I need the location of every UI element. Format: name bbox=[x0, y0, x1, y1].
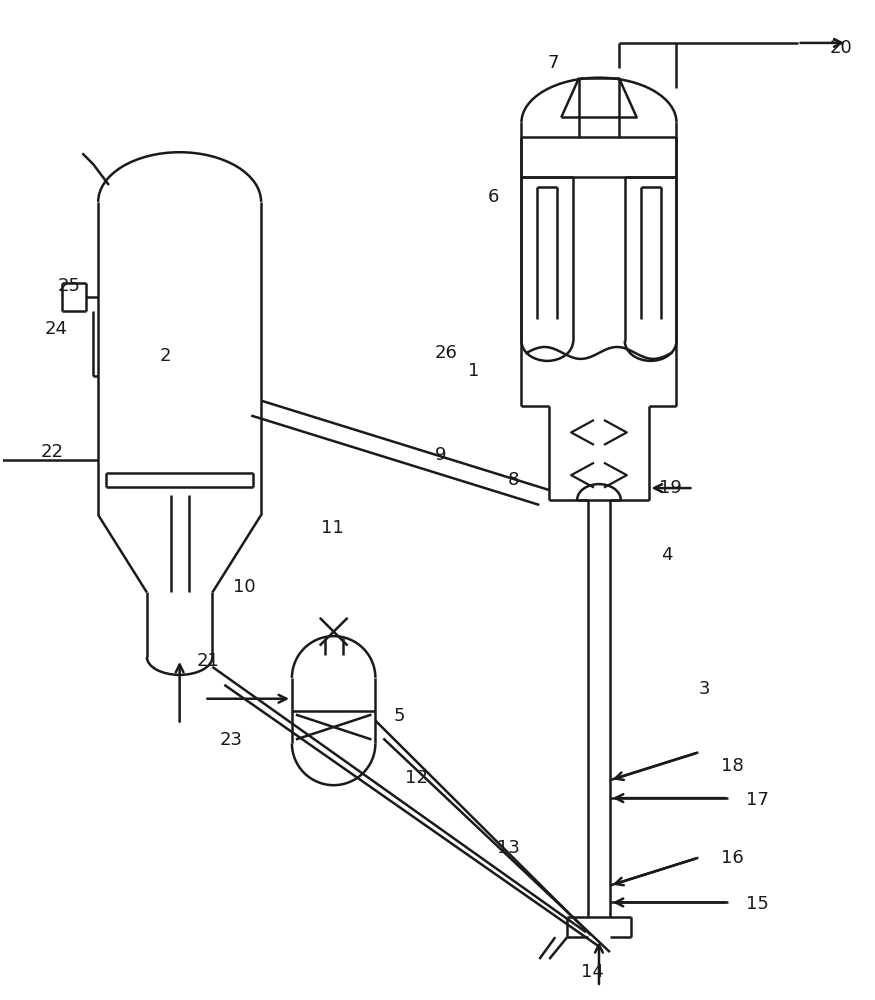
Text: 20: 20 bbox=[830, 39, 852, 57]
Text: 22: 22 bbox=[40, 443, 64, 461]
Text: 15: 15 bbox=[746, 895, 769, 913]
Text: 12: 12 bbox=[405, 769, 428, 787]
Text: 5: 5 bbox=[393, 707, 405, 725]
Text: 14: 14 bbox=[581, 963, 604, 981]
Text: 23: 23 bbox=[220, 731, 242, 749]
Text: 7: 7 bbox=[547, 54, 559, 72]
Text: 9: 9 bbox=[435, 446, 446, 464]
Text: 13: 13 bbox=[497, 839, 520, 857]
Text: 24: 24 bbox=[45, 320, 67, 338]
Text: 4: 4 bbox=[661, 546, 672, 564]
Text: 10: 10 bbox=[234, 578, 255, 596]
Text: 11: 11 bbox=[321, 519, 344, 537]
Text: 16: 16 bbox=[721, 849, 744, 867]
Text: 1: 1 bbox=[468, 362, 480, 380]
Text: 8: 8 bbox=[507, 471, 519, 489]
Text: 18: 18 bbox=[721, 757, 744, 775]
Text: 6: 6 bbox=[487, 188, 499, 206]
Text: 26: 26 bbox=[435, 344, 458, 362]
Text: 3: 3 bbox=[698, 680, 710, 698]
Text: 25: 25 bbox=[58, 277, 80, 295]
Text: 17: 17 bbox=[746, 791, 769, 809]
Text: 19: 19 bbox=[659, 479, 682, 497]
Text: 21: 21 bbox=[197, 652, 220, 670]
Text: 2: 2 bbox=[160, 347, 172, 365]
